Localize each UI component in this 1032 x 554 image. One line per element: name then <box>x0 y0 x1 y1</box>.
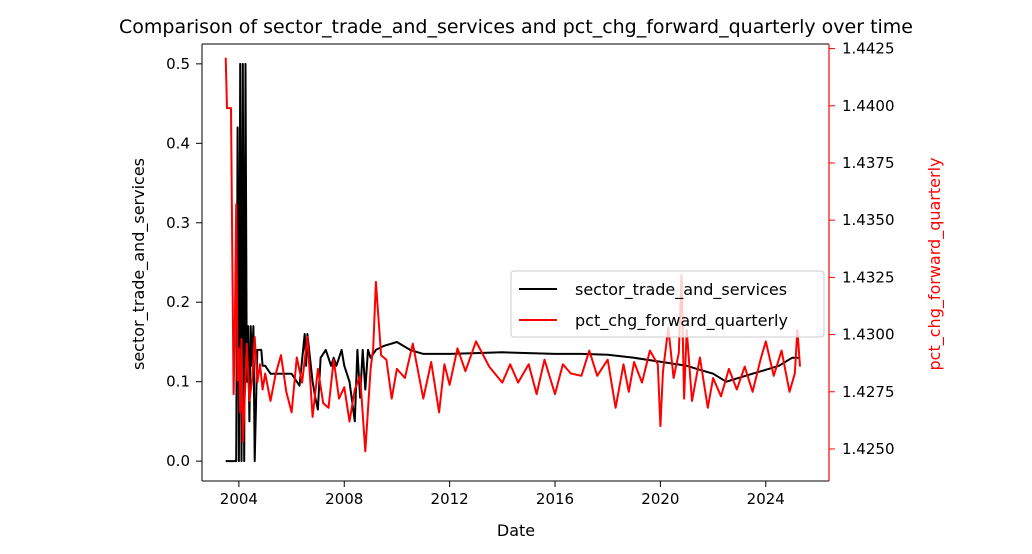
x-tick-label: 2016 <box>536 490 574 508</box>
y-left-tick-label: 0.5 <box>166 55 190 73</box>
y-right-tick-label: 1.4250 <box>842 440 895 458</box>
x-tick-label: 2020 <box>641 490 679 508</box>
y-axis-left-label: sector_trade_and_services <box>129 158 149 370</box>
y-right-tick-label: 1.4425 <box>842 40 895 58</box>
x-tick-label: 2008 <box>325 490 363 508</box>
legend-label: pct_chg_forward_quarterly <box>575 311 788 331</box>
y-left-tick-label: 0.0 <box>166 452 190 470</box>
y-left-tick-label: 0.1 <box>166 373 190 391</box>
x-axis-label: Date <box>497 521 535 540</box>
y-left-tick-label: 0.4 <box>166 134 190 152</box>
series-line-0 <box>225 62 800 463</box>
legend-box <box>510 270 825 338</box>
axes: 2004 2008 2012 2016 2020 2024 0.0 0.1 0.2 0.3 0.4 0… <box>166 40 894 508</box>
y-right-tick-label: 1.4275 <box>842 383 895 401</box>
y-right-tick-label: 1.4400 <box>842 97 895 115</box>
plot-lines <box>224 57 801 463</box>
y-left-tick-label: 0.2 <box>166 293 190 311</box>
y-right-tick-label: 1.4350 <box>842 211 895 229</box>
y-right-tick-label: 1.4375 <box>842 154 895 172</box>
y-axis-right-label: pct_chg_forward_quarterly <box>925 158 945 371</box>
y-right-tick-label: 1.4325 <box>842 268 895 286</box>
series-line-1 <box>224 57 801 453</box>
legend-label: sector_trade_and_services <box>575 280 787 300</box>
x-tick-label: 2024 <box>747 490 785 508</box>
x-tick-label: 2004 <box>220 490 258 508</box>
y-right-tick-label: 1.4300 <box>842 326 895 344</box>
y-left-tick-label: 0.3 <box>166 214 190 232</box>
legend: sector_trade_and_services pct_chg_forward… <box>510 270 825 338</box>
x-tick-label: 2012 <box>431 490 469 508</box>
chart-title: Comparison of sector_trade_and_services … <box>119 16 913 38</box>
